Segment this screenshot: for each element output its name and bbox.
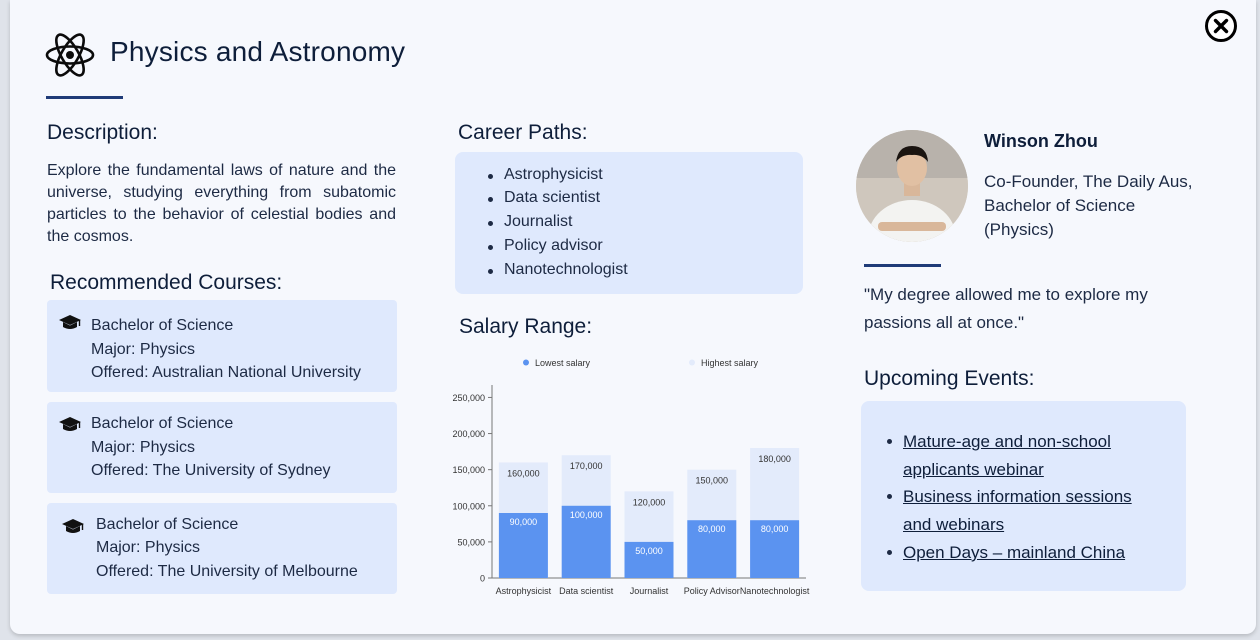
graduation-cap-icon: [62, 519, 84, 533]
list-item: Data scientist: [488, 189, 600, 207]
y-tick-label: 200,000: [452, 429, 485, 439]
data-label-lowest: 100,000: [570, 510, 603, 520]
x-tick-label: Data scientist: [559, 586, 614, 596]
salary-chart: 0 50,000 100,000 150,000 200,000 250,000 160,0…: [452, 358, 810, 596]
person-photo-icon: [856, 130, 968, 242]
course-major: Major: Physics: [91, 341, 196, 358]
graduation-cap-icon: [59, 315, 81, 329]
graduation-cap-icon: [59, 417, 81, 431]
courses-heading: Recommended Courses:: [50, 271, 283, 294]
course-card[interactable]: Bachelor of Science Major: Physics Offer…: [47, 503, 397, 594]
x-tick-label: Policy Advisor: [684, 586, 740, 596]
y-tick-label: 100,000: [452, 501, 485, 511]
data-label-lowest: 80,000: [761, 524, 789, 534]
bar-lowest-salary: [624, 541, 674, 578]
legend-swatch-lowest: [523, 359, 529, 366]
legend-label-lowest: Lowest salary: [535, 358, 591, 368]
data-label-highest: 170,000: [570, 461, 603, 471]
description-heading: Description:: [47, 121, 158, 144]
title-divider: [46, 96, 123, 99]
y-tick-label: 150,000: [452, 465, 485, 475]
event-item[interactable]: Open Days – mainland China: [887, 539, 1126, 567]
course-major: Major: Physics: [96, 539, 201, 556]
list-item: Policy advisor: [488, 237, 603, 255]
data-label-highest: 180,000: [758, 454, 791, 464]
testimonial-quote: "My degree allowed me to explore my pass…: [864, 285, 1148, 332]
description-text: Explore the fundamental laws of nature a…: [47, 162, 396, 245]
course-card[interactable]: Bachelor of Science Major: Physics Offer…: [47, 402, 397, 493]
list-item: Journalist: [488, 213, 572, 231]
course-degree: Bachelor of Science: [91, 415, 234, 432]
close-circle-icon: [1205, 10, 1237, 42]
data-label-lowest: 50,000: [635, 546, 663, 556]
event-item[interactable]: Business information sessions and webina…: [887, 483, 1132, 539]
data-label-lowest: 80,000: [698, 524, 726, 534]
course-offered: Offered: The University of Sydney: [91, 462, 331, 479]
data-label-highest: 120,000: [633, 497, 666, 507]
list-item: Nanotechnologist: [488, 261, 628, 279]
event-link[interactable]: Business information sessions: [903, 487, 1132, 506]
bar-lowest-salary: [687, 520, 737, 578]
course-degree: Bachelor of Science: [91, 317, 234, 334]
atom-icon: [45, 33, 95, 77]
y-tick-label: 50,000: [457, 537, 485, 547]
x-tick-label: Journalist: [630, 586, 669, 596]
list-item: Astrophysicist: [488, 166, 603, 184]
avatar: [856, 130, 968, 242]
legend-swatch-highest: [689, 359, 695, 366]
event-link[interactable]: Open Days – mainland China: [903, 543, 1126, 562]
data-label-highest: 150,000: [696, 476, 729, 486]
career-paths-panel: Astrophysicist Data scientist Journalist…: [455, 152, 803, 294]
event-link[interactable]: applicants webinar: [903, 460, 1044, 479]
y-tick-label: 0: [480, 574, 485, 584]
x-tick-label: Astrophysicist: [496, 586, 552, 596]
event-link[interactable]: Mature-age and non-school: [903, 432, 1111, 451]
career-paths-heading: Career Paths:: [458, 121, 588, 144]
bar-lowest-salary: [750, 520, 800, 578]
course-offered: Offered: The University of Melbourne: [96, 563, 358, 580]
events-panel: Mature-age and non-school applicants web…: [861, 401, 1186, 591]
course-major: Major: Physics: [91, 439, 196, 456]
legend-label-highest: Highest salary: [701, 358, 759, 368]
x-tick-label: Nanotechnologist: [740, 586, 810, 596]
data-label-highest: 160,000: [507, 468, 540, 478]
event-item[interactable]: Mature-age and non-school applicants web…: [887, 428, 1111, 484]
y-tick-label: 250,000: [452, 393, 485, 403]
course-degree: Bachelor of Science: [96, 516, 239, 533]
events-heading: Upcoming Events:: [864, 367, 1035, 390]
close-button[interactable]: [1205, 10, 1237, 42]
testimonial-divider: [864, 264, 941, 267]
page-title: Physics and Astronomy: [110, 36, 406, 67]
event-link[interactable]: and webinars: [903, 515, 1005, 534]
bar-lowest-salary: [561, 505, 611, 578]
person-name: Winson Zhou: [984, 131, 1098, 151]
person-role: Co-Founder, The Daily Aus, Bachelor of S…: [984, 172, 1193, 239]
bar-lowest-salary: [498, 513, 548, 578]
data-label-lowest: 90,000: [510, 517, 538, 527]
course-card[interactable]: Bachelor of Science Major: Physics Offer…: [47, 300, 397, 392]
course-offered: Offered: Australian National University: [91, 364, 362, 381]
salary-range-heading: Salary Range:: [459, 315, 593, 338]
